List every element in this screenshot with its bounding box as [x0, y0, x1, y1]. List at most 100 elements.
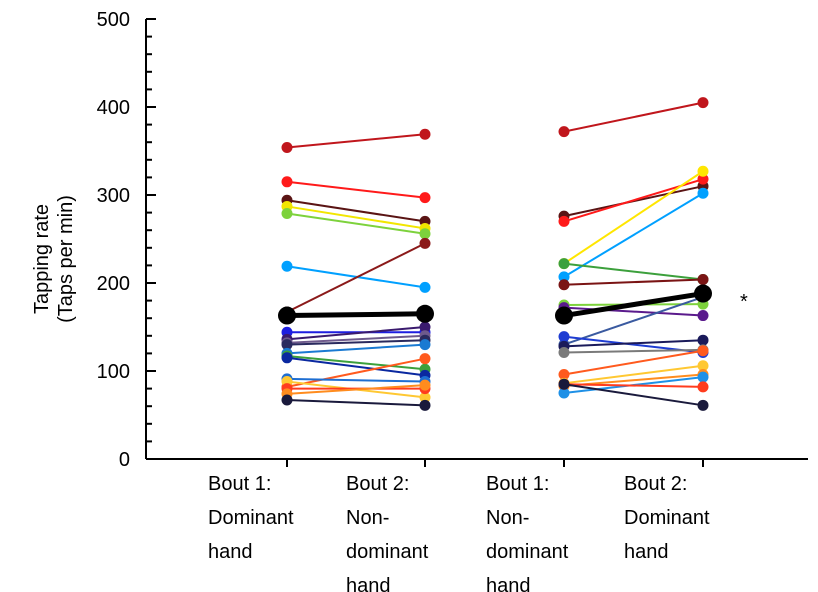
- participant-line: [563, 296, 704, 346]
- category-label-line: dominant: [486, 541, 569, 563]
- participant-point: [281, 207, 293, 219]
- annotations: *: [740, 291, 748, 313]
- participant-point: [281, 260, 293, 272]
- y-tick-label: 100: [97, 361, 130, 383]
- participant-line: [286, 326, 426, 341]
- participant-point: [558, 258, 570, 270]
- participant-line: [286, 399, 426, 407]
- participant-point: [697, 173, 709, 185]
- participant-point: [558, 378, 570, 390]
- participant-line: [563, 192, 704, 278]
- participant-line: [563, 170, 704, 265]
- category-label-line: Non-: [346, 507, 389, 529]
- participant-line: [563, 349, 704, 376]
- participant-point: [697, 399, 709, 411]
- participant-point: [419, 353, 431, 365]
- participant-point: [697, 381, 709, 393]
- category-label-line: Bout 2:: [346, 473, 409, 495]
- participant-point: [558, 215, 570, 227]
- participant-point: [419, 399, 431, 411]
- participant-line: [286, 339, 426, 346]
- participant-point: [419, 237, 431, 249]
- mean-line: [563, 291, 704, 319]
- y-tick-label: 0: [119, 449, 130, 471]
- participant-point: [419, 339, 431, 351]
- participant-line: [286, 199, 426, 223]
- participant-point: [281, 176, 293, 188]
- y-axis-title: Tapping rate (Taps per min): [31, 195, 77, 323]
- y-tick-label: 200: [97, 273, 130, 295]
- mean-point: [694, 284, 712, 303]
- participant-point: [419, 228, 431, 240]
- category-label-line: Non-: [486, 507, 529, 529]
- category-label: Bout 1: Non-dominant hand: [486, 473, 569, 592]
- mean-point: [555, 306, 573, 325]
- participant-point: [697, 310, 709, 322]
- participant-point: [697, 187, 709, 199]
- participant-point: [697, 371, 709, 383]
- participant-point: [419, 379, 431, 391]
- participant-line: [286, 133, 426, 149]
- participant-line: [563, 278, 704, 286]
- category-label-line: Dominant: [624, 507, 710, 529]
- significance-asterisk: *: [740, 291, 748, 313]
- participant-point: [558, 369, 570, 381]
- category-label-line: Bout 1:: [208, 473, 271, 495]
- y-axis-title-text: Tapping rate (Taps per min): [31, 195, 77, 323]
- category-label-line: hand: [208, 541, 253, 563]
- participant-line: [563, 383, 704, 388]
- category-label-line: hand: [486, 575, 531, 592]
- participant-point: [558, 279, 570, 291]
- participant-point: [697, 360, 709, 372]
- category-label-line: Bout 1:: [486, 473, 549, 495]
- participant-point: [697, 97, 709, 109]
- participant-line: [286, 343, 426, 355]
- participant-line: [563, 101, 704, 133]
- participant-line: [286, 205, 426, 230]
- category-label-line: hand: [346, 575, 391, 592]
- mean-point: [278, 306, 296, 325]
- category-label: Bout 2: Dominant hand: [624, 473, 710, 563]
- y-tick-label: 500: [97, 9, 130, 31]
- mean-point: [416, 304, 434, 323]
- y-axis-title-line: Tapping rate: [31, 204, 53, 314]
- participant-point: [558, 331, 570, 343]
- participant-line: [286, 180, 426, 199]
- participant-line: [286, 212, 426, 235]
- participant-point: [419, 192, 431, 204]
- participant-point: [419, 391, 431, 403]
- participant-line: [563, 348, 704, 354]
- category-label-line: hand: [624, 541, 669, 563]
- participant-line: [286, 377, 426, 383]
- participant-point: [281, 141, 293, 153]
- category-label: Bout 1: Dominant hand: [208, 473, 294, 563]
- category-label-line: Dominant: [208, 507, 294, 529]
- participant-line: [286, 242, 426, 313]
- participant-point: [419, 281, 431, 293]
- mean-line: [286, 311, 426, 319]
- participant-point: [697, 334, 709, 346]
- participant-line: [563, 339, 704, 348]
- category-label-line: Bout 2:: [624, 473, 687, 495]
- participant-line: [563, 306, 704, 317]
- y-axis-title-line: (Taps per min): [55, 195, 77, 323]
- participant-point: [558, 347, 570, 359]
- participant-point: [697, 273, 709, 285]
- participant-point: [558, 271, 570, 283]
- category-label: Bout 2: Non-dominant hand: [346, 473, 429, 592]
- participant-line: [563, 262, 704, 281]
- participant-point: [558, 126, 570, 138]
- participant-point: [697, 345, 709, 357]
- mean-lines: [278, 284, 712, 325]
- participant-line: [563, 364, 704, 385]
- x-axis: [146, 458, 808, 467]
- y-tick-label: 400: [97, 97, 130, 119]
- participant-point: [281, 352, 293, 364]
- participant-point: [558, 387, 570, 399]
- participant-line: [286, 356, 426, 377]
- y-axis: 0 100 200 300 400 500: [97, 9, 156, 471]
- participant-point: [419, 128, 431, 140]
- participant-line: [286, 334, 426, 344]
- participant-point: [281, 339, 293, 351]
